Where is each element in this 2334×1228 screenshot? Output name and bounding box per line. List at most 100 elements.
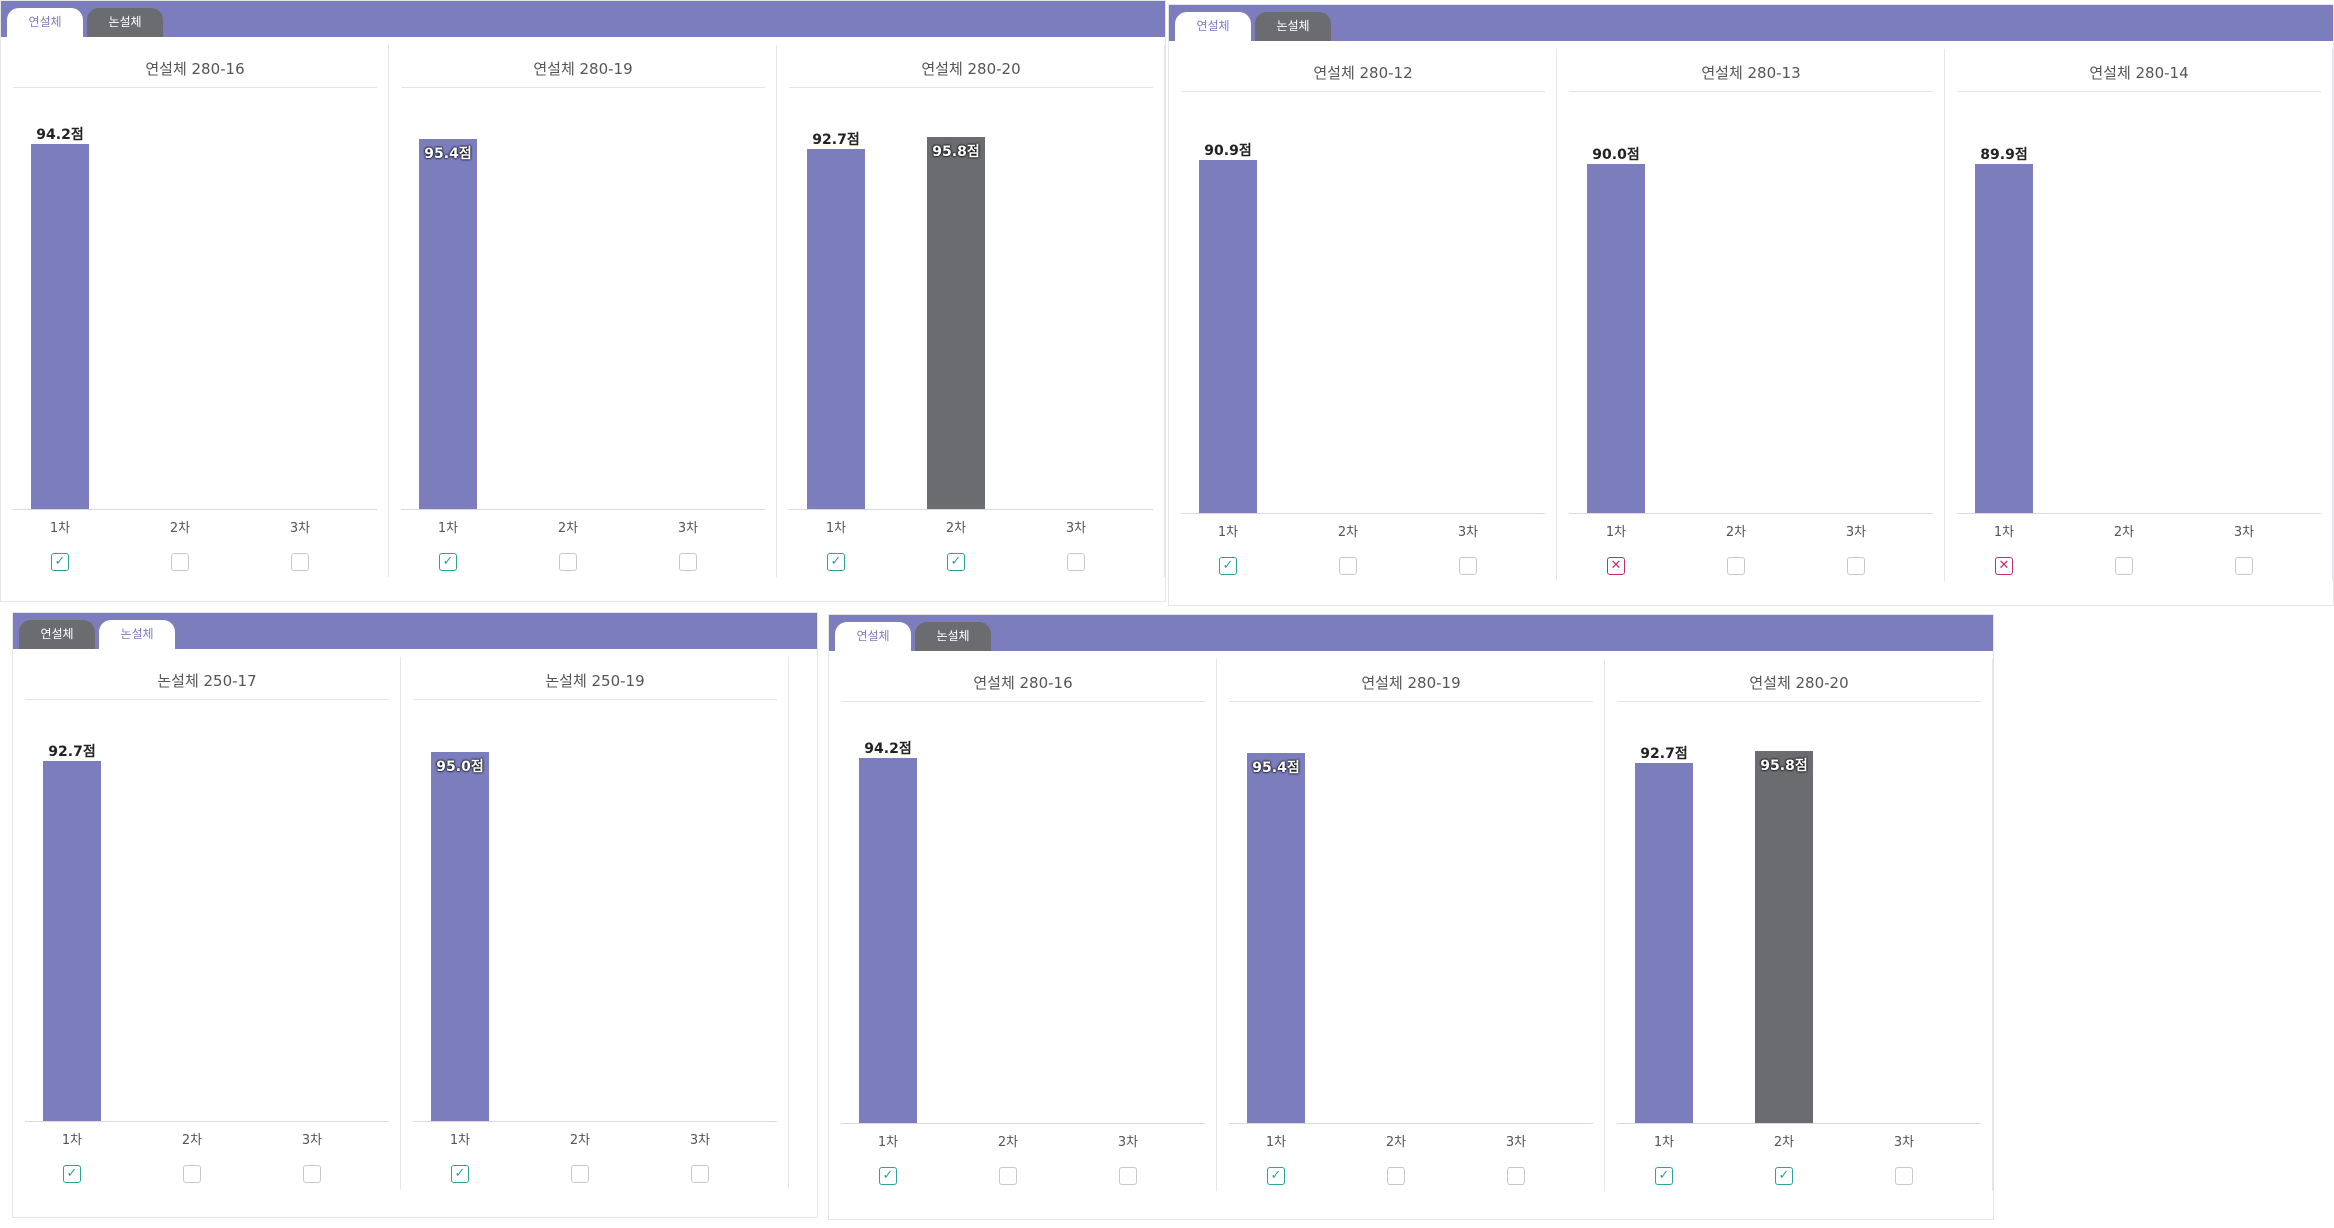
round-1-checkbox[interactable]: ✓ xyxy=(1219,557,1237,575)
x-tick-label: 3차 xyxy=(289,521,311,536)
x-tick-label: 3차 xyxy=(677,521,699,536)
check-icon: ✓ xyxy=(454,1166,466,1181)
tab-speech-style[interactable]: 연설체 xyxy=(835,622,911,651)
score-chart: 연설체 280-12 90.9점 1차 ✓ 2차 3차 xyxy=(1169,41,1557,581)
chart-title: 연설체 280-19 xyxy=(401,57,765,88)
x-axis-line xyxy=(1617,1123,1981,1124)
x-tick-label: 2차 xyxy=(169,521,191,536)
round-1-checkbox[interactable]: ✕ xyxy=(1995,557,2013,575)
bar-value-label: 95.8점 xyxy=(932,144,980,161)
x-tick-label: 3차 xyxy=(301,1133,323,1148)
round-1-checkbox[interactable]: ✓ xyxy=(1655,1167,1673,1185)
x-tick-label: 3차 xyxy=(1505,1135,1527,1150)
chart-divider xyxy=(1556,49,1557,581)
round-1-checkbox[interactable]: ✓ xyxy=(879,1167,897,1185)
x-icon: ✕ xyxy=(1610,558,1622,573)
x-axis-line xyxy=(789,509,1153,510)
tab-speech-style[interactable]: 연설체 xyxy=(1175,12,1251,41)
round-1-checkbox[interactable]: ✓ xyxy=(51,553,69,571)
bar-2 xyxy=(1755,751,1813,1123)
round-3-checkbox[interactable] xyxy=(1119,1167,1137,1185)
round-3-checkbox[interactable] xyxy=(2235,557,2253,575)
check-icon: ✓ xyxy=(1658,1168,1670,1183)
chart-title: 논설체 250-17 xyxy=(25,669,389,700)
bar-1 xyxy=(1247,752,1305,1123)
round-2-checkbox[interactable] xyxy=(999,1167,1017,1185)
score-chart: 연설체 280-14 89.9점 1차 ✕ 2차 3차 xyxy=(1945,41,2333,581)
chart-divider xyxy=(788,657,789,1189)
bar-1 xyxy=(419,138,477,509)
bar-value-label: 94.2점 xyxy=(864,740,912,757)
round-3-checkbox[interactable] xyxy=(679,553,697,571)
x-axis-line xyxy=(1229,1123,1593,1124)
round-3-checkbox[interactable] xyxy=(1067,553,1085,571)
score-panel-bottom-left: 연설체 논설체 논설체 250-17 92.7점 1차 ✓ 2차 3차 논설체 250-19 95… xyxy=(12,612,818,1218)
x-tick-label: 2차 xyxy=(2113,525,2135,540)
tab-essay-style[interactable]: 논설체 xyxy=(99,620,175,649)
round-2-checkbox[interactable] xyxy=(1339,557,1357,575)
x-tick-label: 1차 xyxy=(61,1133,83,1148)
bar-1 xyxy=(43,761,101,1121)
score-chart: 연설체 280-16 94.2점 1차 ✓ 2차 3차 xyxy=(1,37,389,577)
bar-value-label: 92.7점 xyxy=(812,132,860,149)
x-tick-label: 2차 xyxy=(181,1133,203,1148)
bar-value-label: 90.0점 xyxy=(1592,146,1640,163)
round-3-checkbox[interactable] xyxy=(1459,557,1477,575)
x-tick-label: 2차 xyxy=(997,1135,1019,1150)
bar-1 xyxy=(431,752,489,1121)
round-3-checkbox[interactable] xyxy=(1895,1167,1913,1185)
round-2-checkbox[interactable] xyxy=(2115,557,2133,575)
round-3-checkbox[interactable] xyxy=(291,553,309,571)
tab-speech-style[interactable]: 연설체 xyxy=(7,8,83,37)
tab-bar: 연설체 논설체 xyxy=(13,613,817,649)
round-3-checkbox[interactable] xyxy=(303,1165,321,1183)
bar-value-label: 94.2점 xyxy=(36,126,84,143)
round-1-checkbox[interactable]: ✓ xyxy=(439,553,457,571)
round-1-checkbox[interactable]: ✕ xyxy=(1607,557,1625,575)
round-2-checkbox[interactable] xyxy=(571,1165,589,1183)
score-chart: 연설체 280-13 90.0점 1차 ✕ 2차 3차 xyxy=(1557,41,1945,581)
score-chart: 연설체 280-19 95.4점 1차 ✓ 2차 3차 xyxy=(1217,651,1605,1191)
tab-bar: 연설체 논설체 xyxy=(1,1,1165,37)
bar-value-label: 95.0점 xyxy=(436,759,484,776)
x-tick-label: 2차 xyxy=(569,1133,591,1148)
chart-title: 연설체 280-13 xyxy=(1569,61,1933,92)
round-2-checkbox[interactable]: ✓ xyxy=(947,553,965,571)
round-1-checkbox[interactable]: ✓ xyxy=(63,1165,81,1183)
chart-title: 연설체 280-16 xyxy=(13,57,377,88)
x-tick-label: 3차 xyxy=(1893,1135,1915,1150)
score-panel-bottom-right: 연설체 논설체 연설체 280-16 94.2점 1차 ✓ 2차 3차 연설체 280-19 95… xyxy=(828,614,1994,1220)
round-2-checkbox[interactable] xyxy=(559,553,577,571)
score-chart: 논설체 250-17 92.7점 1차 ✓ 2차 3차 xyxy=(13,649,401,1189)
round-2-checkbox[interactable] xyxy=(171,553,189,571)
x-tick-label: 1차 xyxy=(1217,525,1239,540)
round-3-checkbox[interactable] xyxy=(691,1165,709,1183)
round-3-checkbox[interactable] xyxy=(1847,557,1865,575)
x-tick-label: 1차 xyxy=(49,521,71,536)
round-1-checkbox[interactable]: ✓ xyxy=(1267,1167,1285,1185)
round-1-checkbox[interactable]: ✓ xyxy=(451,1165,469,1183)
round-2-checkbox[interactable]: ✓ xyxy=(1775,1167,1793,1185)
tab-essay-style[interactable]: 논설체 xyxy=(87,8,163,37)
round-2-checkbox[interactable] xyxy=(1727,557,1745,575)
chart-title: 연설체 280-14 xyxy=(1957,61,2321,92)
round-1-checkbox[interactable]: ✓ xyxy=(827,553,845,571)
chart-divider xyxy=(1164,45,1165,577)
chart-title: 연설체 280-20 xyxy=(789,57,1153,88)
x-tick-label: 1차 xyxy=(877,1135,899,1150)
check-icon: ✓ xyxy=(950,554,962,569)
round-2-checkbox[interactable] xyxy=(1387,1167,1405,1185)
bar-1 xyxy=(1587,163,1645,513)
round-3-checkbox[interactable] xyxy=(1507,1167,1525,1185)
tab-essay-style[interactable]: 논설체 xyxy=(1255,12,1331,41)
x-axis-line xyxy=(401,509,765,510)
round-2-checkbox[interactable] xyxy=(183,1165,201,1183)
bar-value-label: 89.9점 xyxy=(1980,147,2028,164)
tab-essay-style[interactable]: 논설체 xyxy=(915,622,991,651)
chart-title: 연설체 280-20 xyxy=(1617,671,1981,702)
x-axis-line xyxy=(1957,513,2321,514)
tab-speech-style[interactable]: 연설체 xyxy=(19,620,95,649)
x-tick-label: 2차 xyxy=(557,521,579,536)
x-tick-label: 1차 xyxy=(449,1133,471,1148)
x-tick-label: 3차 xyxy=(1117,1135,1139,1150)
